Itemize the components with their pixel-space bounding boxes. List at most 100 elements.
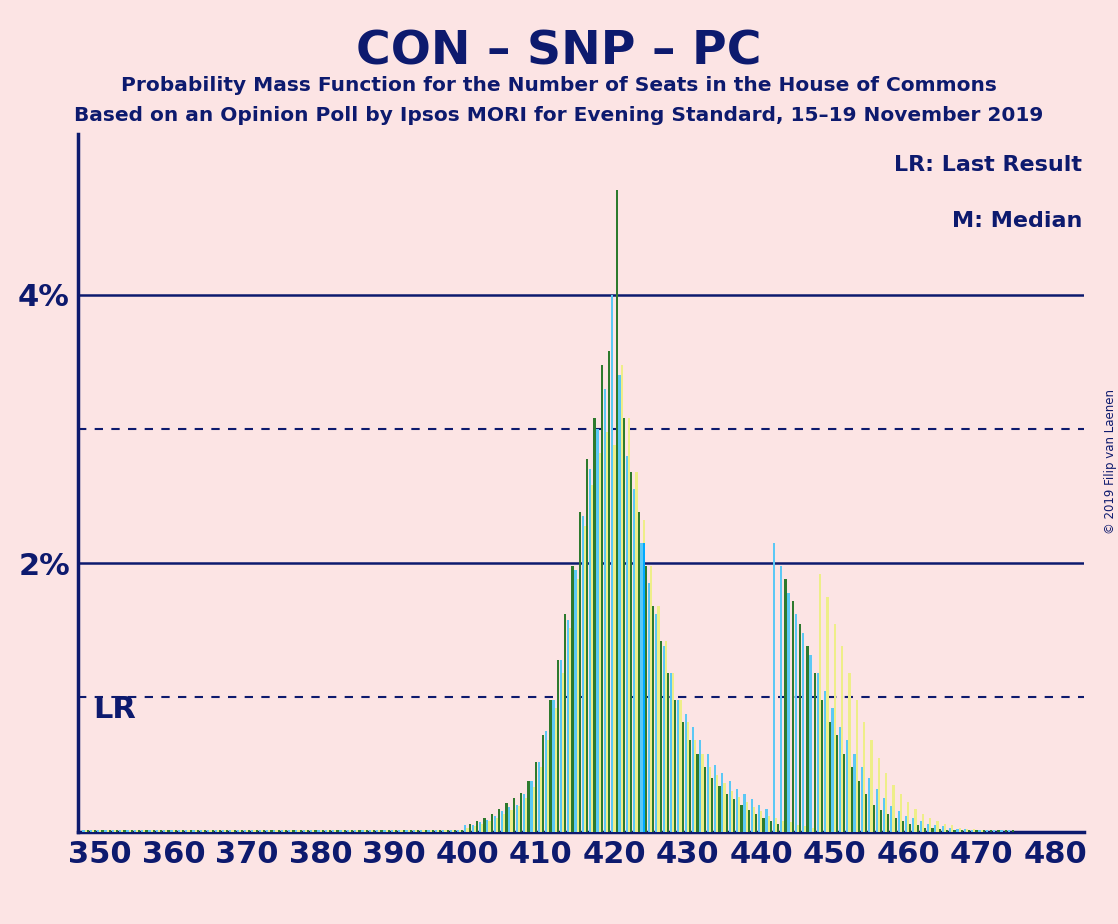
Bar bbox=[139, 831, 141, 832]
Bar bbox=[571, 566, 574, 832]
Bar bbox=[295, 831, 297, 832]
Bar bbox=[620, 365, 623, 832]
Text: Probability Mass Function for the Number of Seats in the House of Commons: Probability Mass Function for the Number… bbox=[121, 76, 997, 95]
Bar bbox=[626, 456, 628, 832]
Text: © 2019 Filip van Laenen: © 2019 Filip van Laenen bbox=[1103, 390, 1117, 534]
Bar bbox=[909, 823, 911, 832]
Bar bbox=[361, 831, 363, 832]
Bar bbox=[647, 583, 650, 832]
Bar bbox=[832, 708, 834, 832]
Bar bbox=[498, 808, 500, 832]
Bar bbox=[239, 831, 241, 832]
Bar bbox=[285, 831, 287, 832]
Bar bbox=[799, 624, 802, 832]
Bar bbox=[479, 822, 481, 832]
Bar bbox=[511, 810, 513, 832]
Bar bbox=[493, 816, 495, 832]
Bar bbox=[457, 831, 459, 832]
Text: M: Median: M: Median bbox=[953, 211, 1082, 231]
Bar bbox=[129, 831, 131, 832]
Bar bbox=[248, 831, 250, 832]
Bar bbox=[256, 831, 258, 832]
Bar bbox=[890, 806, 892, 832]
Bar bbox=[155, 831, 158, 832]
Bar bbox=[351, 831, 353, 832]
Bar bbox=[652, 606, 654, 832]
Bar bbox=[266, 831, 268, 832]
Bar bbox=[631, 472, 633, 832]
Bar bbox=[186, 831, 188, 832]
Bar bbox=[809, 654, 812, 832]
Bar bbox=[354, 831, 357, 832]
Bar bbox=[785, 579, 787, 832]
Bar bbox=[486, 820, 489, 832]
Bar bbox=[258, 831, 260, 832]
Bar bbox=[170, 831, 172, 832]
Bar bbox=[423, 831, 425, 832]
Bar bbox=[935, 825, 937, 832]
Bar bbox=[821, 700, 823, 832]
Bar bbox=[752, 808, 755, 832]
Bar bbox=[954, 831, 956, 832]
Bar bbox=[944, 823, 946, 832]
Bar bbox=[853, 754, 855, 832]
Bar bbox=[145, 831, 148, 832]
Bar bbox=[197, 831, 199, 832]
Bar bbox=[444, 831, 446, 832]
Bar bbox=[343, 831, 345, 832]
Bar bbox=[495, 818, 498, 832]
Bar bbox=[888, 814, 890, 832]
Bar bbox=[153, 831, 155, 832]
Bar bbox=[581, 517, 584, 832]
Bar bbox=[174, 831, 177, 832]
Bar bbox=[980, 831, 983, 832]
Bar bbox=[443, 831, 444, 832]
Bar bbox=[429, 831, 432, 832]
Bar bbox=[806, 647, 808, 832]
Bar bbox=[843, 754, 845, 832]
Bar bbox=[975, 831, 977, 832]
Bar bbox=[878, 758, 880, 832]
Bar bbox=[224, 831, 226, 832]
Bar bbox=[920, 821, 921, 832]
Bar bbox=[792, 601, 794, 832]
Bar bbox=[437, 831, 439, 832]
Bar bbox=[119, 831, 121, 832]
Bar bbox=[349, 831, 351, 832]
Bar bbox=[871, 740, 872, 832]
Bar bbox=[939, 829, 941, 832]
Bar bbox=[200, 831, 202, 832]
Bar bbox=[383, 831, 386, 832]
Bar bbox=[1007, 831, 1010, 832]
Bar bbox=[462, 831, 464, 832]
Bar bbox=[1001, 831, 1003, 832]
Bar bbox=[972, 831, 973, 832]
Bar bbox=[432, 831, 434, 832]
Bar bbox=[929, 818, 931, 832]
Bar bbox=[986, 831, 988, 832]
Bar bbox=[941, 826, 944, 832]
Bar bbox=[260, 831, 263, 832]
Bar bbox=[746, 802, 748, 832]
Bar bbox=[376, 831, 378, 832]
Bar bbox=[680, 700, 682, 832]
Bar bbox=[275, 831, 277, 832]
Bar bbox=[192, 831, 195, 832]
Bar bbox=[643, 543, 645, 832]
Bar bbox=[804, 826, 806, 832]
Bar bbox=[209, 831, 211, 832]
Bar bbox=[635, 472, 637, 832]
Bar bbox=[538, 761, 540, 832]
Text: LR: Last Result: LR: Last Result bbox=[894, 155, 1082, 175]
Bar bbox=[172, 831, 174, 832]
Bar bbox=[246, 831, 248, 832]
Bar bbox=[402, 831, 405, 832]
Bar bbox=[380, 831, 382, 832]
Bar bbox=[254, 831, 256, 832]
Bar bbox=[300, 831, 302, 832]
Bar bbox=[892, 784, 894, 832]
Bar bbox=[112, 831, 114, 832]
Bar bbox=[163, 831, 165, 832]
Bar bbox=[731, 791, 733, 832]
Bar bbox=[703, 767, 705, 832]
